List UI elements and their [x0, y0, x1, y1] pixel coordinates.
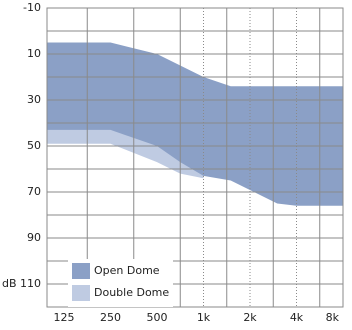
areas [47, 42, 343, 206]
legend-label: Open Dome [94, 264, 160, 277]
legend-swatch [72, 263, 90, 279]
y-tick-label: dB 110 [2, 277, 41, 290]
x-tick-label: 250 [100, 311, 121, 324]
y-tick-label: 10 [27, 47, 41, 60]
x-tick-label: 4k [290, 311, 304, 324]
y-tick-label: -10 [23, 1, 41, 14]
x-tick-label: 2k [243, 311, 257, 324]
y-tick-label: 90 [27, 231, 41, 244]
y-tick-label: 30 [27, 93, 41, 106]
legend-swatch [72, 285, 90, 301]
range-area [47, 42, 343, 206]
x-tick-label: 1k [197, 311, 211, 324]
x-tick-label: 125 [54, 311, 75, 324]
legend-label: Double Dome [94, 286, 169, 299]
y-tick-label: 50 [27, 139, 41, 152]
x-tick-label: 8k [326, 311, 340, 324]
range-area [47, 125, 204, 179]
plot-border [46, 7, 344, 308]
y-tick-label: 70 [27, 185, 41, 198]
x-tick-label: 500 [147, 311, 168, 324]
